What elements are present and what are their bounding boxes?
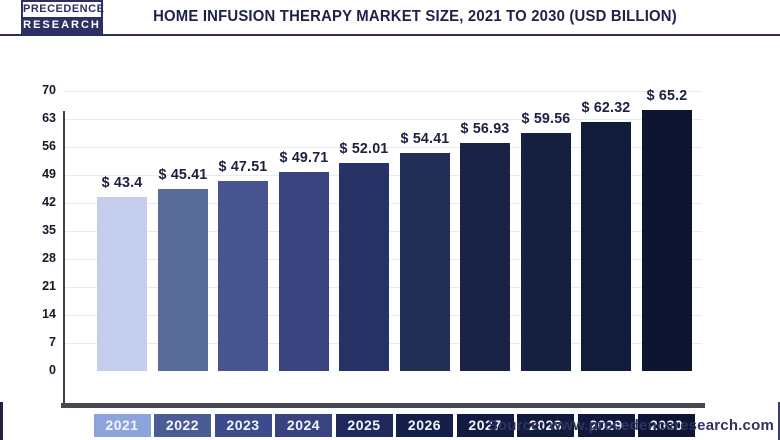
- x-tick-chip-2024: 2024: [275, 414, 332, 437]
- gridline-56: [64, 147, 702, 148]
- bar-2030: [641, 110, 692, 371]
- source-attribution: Source: www.precedenceresearch.com: [487, 417, 774, 434]
- page-title: HOME INFUSION THERAPY MARKET SIZE, 2021 …: [153, 8, 677, 25]
- y-tick-label-21: 21: [42, 279, 56, 293]
- y-tick-label-42: 42: [42, 195, 56, 209]
- bar-value-label-2030: $ 65.2: [646, 87, 687, 105]
- bar-value-label-2029: $ 62.32: [581, 98, 631, 116]
- x-axis-baseline: [61, 403, 705, 408]
- x-tick-chip-2030: 2030: [638, 414, 695, 437]
- bar-2027: [460, 143, 510, 371]
- y-axis-line: [63, 111, 65, 407]
- bar-2028: [520, 132, 571, 371]
- x-tick-chip-2023: 2023: [214, 414, 272, 437]
- bar-2021: [97, 197, 147, 371]
- bar-2024: [278, 172, 329, 371]
- gridline-70: [64, 91, 702, 92]
- y-tick-label-35: 35: [42, 223, 56, 237]
- y-tick-label-56: 56: [42, 139, 56, 153]
- bar-2029: [581, 121, 631, 371]
- chart-header: PRECEDENCE RESEARCH HOME INFUSION THERAP…: [0, 0, 780, 36]
- bar-chart-plot-area: 0 7 14 21 28 35 42 49 56 63 70 $ 43.4 $ 45.41 $ 47.5…: [0, 36, 780, 437]
- y-tick-label-7: 7: [49, 335, 56, 349]
- x-tick-chip-2028: 2028: [517, 414, 574, 437]
- y-tick-label-28: 28: [42, 251, 56, 265]
- bar-2025: [339, 162, 389, 371]
- x-tick-chip-2022: 2022: [154, 414, 211, 437]
- bar-value-label-2026: $ 54.41: [400, 130, 449, 148]
- bar-2023: [218, 180, 268, 371]
- bar-value-label-2028: $ 59.56: [521, 109, 570, 127]
- x-tick-chip-2021: 2021: [93, 414, 151, 437]
- x-tick-chip-2027: 2027: [456, 414, 514, 437]
- bar-value-label-2023: $ 47.51: [218, 157, 268, 175]
- x-tick-chip-2029: 2029: [577, 414, 635, 437]
- y-tick-label-63: 63: [42, 111, 56, 125]
- y-tick-label-0: 0: [49, 363, 56, 377]
- bar-2022: [157, 189, 208, 371]
- bar-value-label-2024: $ 49.71: [279, 149, 328, 167]
- precedence-research-logo: PRECEDENCE RESEARCH: [21, 0, 104, 34]
- x-tick-chip-2026: 2026: [396, 414, 453, 437]
- bar-value-label-2021: $ 43.4: [101, 174, 143, 192]
- x-tick-chip-2025: 2025: [335, 414, 393, 437]
- bar-value-label-2022: $ 45.41: [158, 166, 207, 184]
- bar-2026: [399, 153, 450, 371]
- logo-line-1: PRECEDENCE: [21, 0, 104, 17]
- logo-line-2: RESEARCH: [21, 17, 103, 34]
- y-tick-label-49: 49: [42, 167, 56, 181]
- bar-value-label-2027: $ 56.93: [460, 120, 510, 138]
- y-tick-label-14: 14: [42, 307, 56, 321]
- y-tick-label-70: 70: [42, 83, 56, 97]
- gridline-63: [64, 119, 702, 120]
- bar-value-label-2025: $ 52.01: [339, 139, 389, 157]
